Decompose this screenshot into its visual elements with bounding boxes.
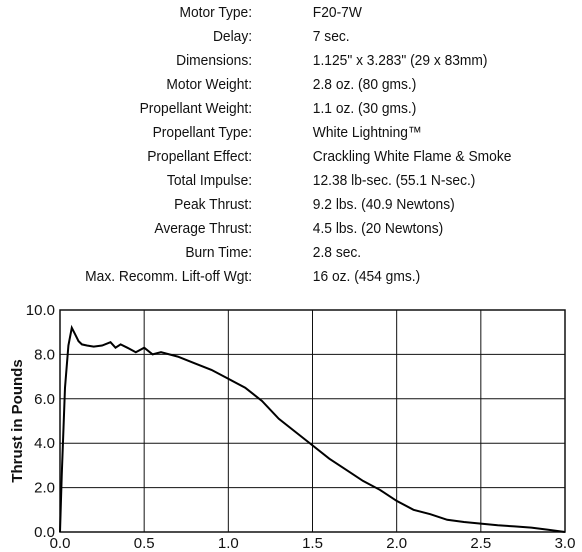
spec-label: Motor Weight: — [166, 76, 253, 93]
y-tick-label: 4.0 — [34, 435, 55, 452]
plot-frame — [59, 309, 566, 533]
x-tick-label: 2.5 — [470, 535, 491, 552]
spec-label: Average Thrust: — [154, 220, 253, 237]
spec-row: Burn Time: 2.8 sec. — [0, 244, 535, 268]
spec-label: Max. Recomm. Lift-off Wgt: — [85, 268, 253, 285]
spec-value: 2.8 oz. (80 gms.) — [312, 76, 417, 93]
spec-row: Motor Weight: 2.8 oz. (80 gms.) — [0, 76, 535, 100]
spec-row: Motor Type: F20-7W — [0, 4, 535, 28]
x-tick-label: 1.5 — [302, 535, 323, 552]
spec-label: Propellant Type: — [152, 124, 253, 141]
spec-value: 9.2 lbs. (40.9 Newtons) — [312, 196, 455, 213]
spec-row: Propellant Type: White Lightning™ — [0, 124, 535, 148]
thrust-curve-series — [59, 324, 566, 533]
spec-row: Total Impulse: 12.38 lb-sec. (55.1 N-sec.… — [0, 172, 535, 196]
spec-label: Propellant Effect: — [147, 148, 253, 165]
spec-value: F20-7W — [312, 4, 362, 21]
spec-value: 4.5 lbs. (20 Newtons) — [312, 220, 444, 237]
spec-value: 2.8 sec. — [312, 244, 362, 261]
spec-value: Crackling White Flame & Smoke — [312, 148, 512, 165]
y-tick-label: 10.0 — [26, 302, 55, 319]
spec-value: 7 sec. — [312, 28, 350, 45]
x-tick-label: 3.0 — [555, 535, 576, 552]
spec-value: 1.1 oz. (30 gms.) — [312, 100, 417, 117]
spec-label: Propellant Weight: — [139, 100, 253, 117]
x-tick-label: 0.0 — [50, 535, 71, 552]
x-tick-label: 2.0 — [386, 535, 407, 552]
spec-value: 12.38 lb-sec. (55.1 N-sec.) — [312, 172, 476, 189]
y-axis-title: Thrust in Pounds — [9, 359, 26, 482]
spec-label: Peak Thrust: — [174, 196, 253, 213]
spec-row: Delay: 7 sec. — [0, 28, 535, 52]
spec-row: Dimensions: 1.125" x 3.283" (29 x 83mm) — [0, 52, 535, 76]
y-tick-label: 8.0 — [34, 346, 55, 363]
spec-label: Delay: — [212, 28, 253, 45]
tick-labels: 0.0 0.5 1.0 1.5 2.0 2.5 3.0 0.0 2.0 4.0 6.0 8.0 10.0 — [26, 302, 576, 552]
thrust-curve-chart: 0.0 0.5 1.0 1.5 2.0 2.5 3.0 0.0 2.0 4.0 6.0 8.0 10.0… — [9, 302, 576, 552]
spec-row: Max. Recomm. Lift-off Wgt: 16 oz. (454 gm… — [0, 268, 535, 292]
spec-label: Total Impulse: — [166, 172, 253, 189]
y-tick-label: 2.0 — [34, 480, 55, 497]
spec-value: 1.125" x 3.283" (29 x 83mm) — [312, 52, 488, 69]
y-tick-label: 6.0 — [34, 391, 55, 408]
y-tick-label: 0.0 — [34, 524, 55, 541]
spec-label: Dimensions: — [176, 52, 253, 69]
x-tick-label: 0.5 — [134, 535, 155, 552]
spec-value: White Lightning™ — [312, 124, 422, 141]
chart-grid — [60, 310, 565, 532]
spec-row: Average Thrust: 4.5 lbs. (20 Newtons) — [0, 220, 535, 244]
x-tick-label: 1.0 — [218, 535, 239, 552]
spec-value: 16 oz. (454 gms.) — [312, 268, 421, 285]
spec-label: Motor Type: — [179, 4, 253, 21]
spec-row: Propellant Weight: 1.1 oz. (30 gms.) — [0, 100, 535, 124]
spec-label: Burn Time: — [185, 244, 253, 261]
spec-row: Propellant Effect: Crackling White Flame … — [0, 148, 535, 172]
spec-row: Peak Thrust: 9.2 lbs. (40.9 Newtons) — [0, 196, 535, 220]
